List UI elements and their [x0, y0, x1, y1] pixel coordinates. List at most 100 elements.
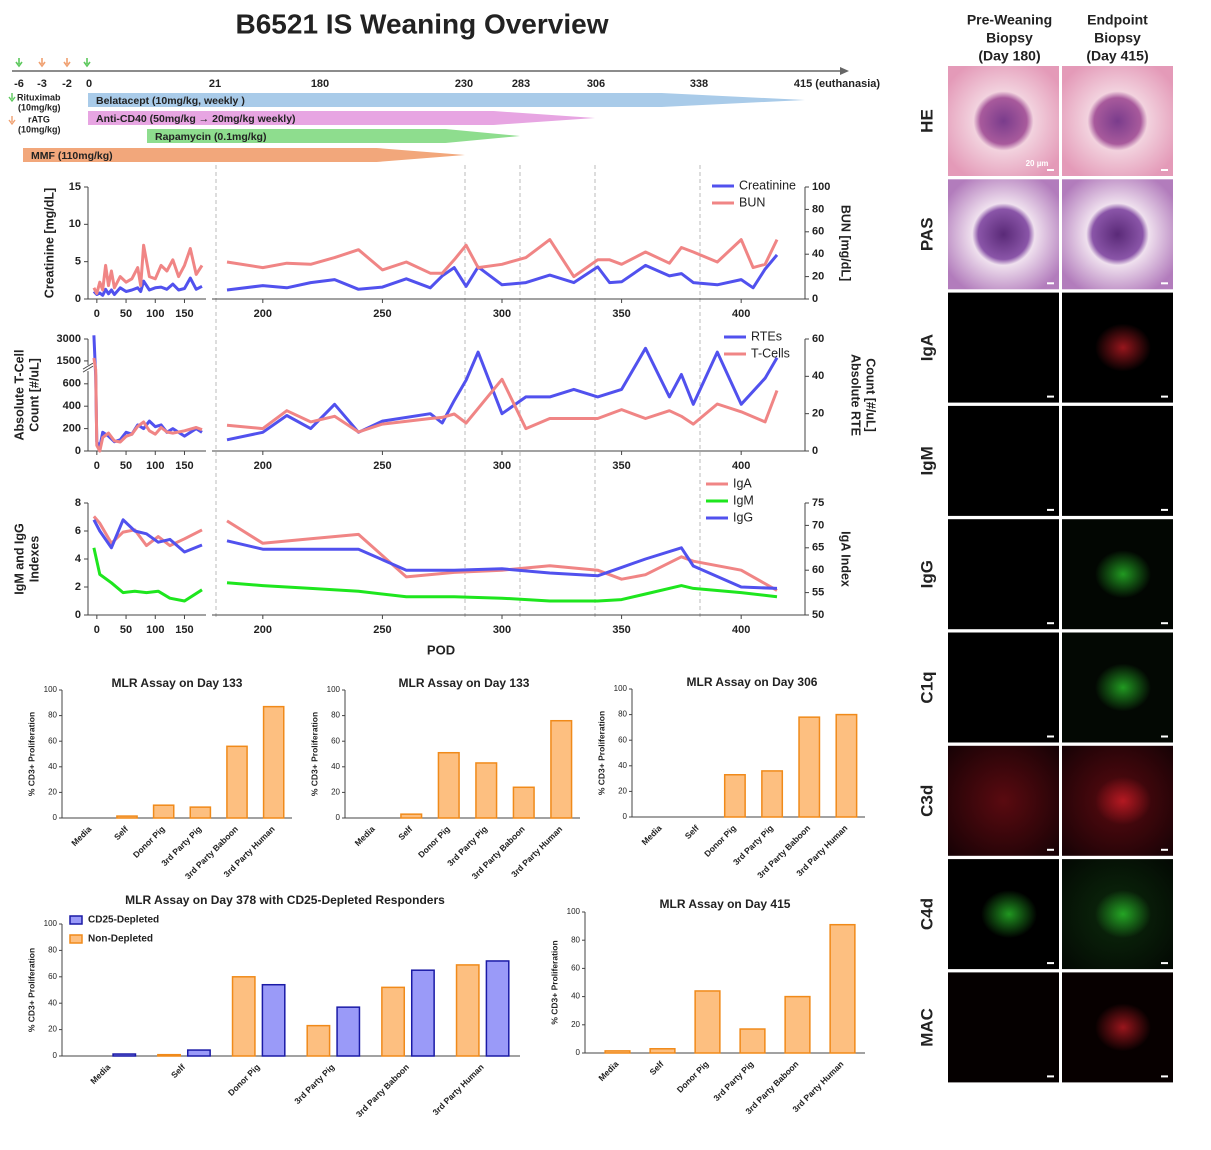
timeline-day-label: 306: [587, 78, 605, 90]
micrograph: [1062, 179, 1173, 290]
x-tick-label: 200: [254, 624, 272, 636]
y-tick-label: 20: [571, 1020, 580, 1029]
y-tick-label: 40: [571, 992, 580, 1001]
y-tick-label: 20: [618, 787, 627, 796]
y-tick-label: 60: [48, 972, 57, 981]
note-dose: (10mg/kg): [18, 102, 61, 112]
bar: [475, 762, 498, 819]
y2-tick-label: 50: [812, 609, 824, 621]
bar: [152, 804, 175, 819]
note-arrow: [8, 93, 16, 103]
legend-swatch: [69, 915, 83, 925]
y2-tick-label: 75: [812, 497, 824, 509]
timeline-day-label: 180: [311, 78, 329, 90]
x-tick-label: 150: [175, 460, 193, 472]
x-tick-label: 0: [94, 308, 100, 320]
bar: [723, 774, 746, 818]
chart-title: MLR Assay on Day 133: [112, 676, 243, 690]
legend-label: Creatinine: [739, 178, 796, 192]
data-line: [226, 377, 779, 434]
y-tick-label: 2: [75, 581, 81, 593]
x-axis-title: POD: [427, 642, 455, 657]
y2-tick-label: 55: [812, 587, 824, 599]
x-tick-label: 250: [373, 308, 391, 320]
y-tick-label: 80: [571, 935, 580, 944]
scale-bar: [1161, 735, 1168, 738]
micrograph: [948, 179, 1059, 290]
data-line: [226, 519, 778, 592]
y-tick-label: 600: [63, 378, 81, 390]
axis-break-gap: [83, 365, 93, 372]
chart-title: MLR Assay on Day 415: [660, 897, 791, 911]
scale-bar: [1047, 169, 1054, 171]
x-tick-label: 100: [146, 308, 164, 320]
x-tick-label: Donor Pig: [131, 824, 167, 860]
y-axis-title: Count [#/uL]: [27, 358, 41, 432]
row-label: C1q: [917, 671, 936, 703]
x-tick-label: 300: [493, 460, 511, 472]
y2-axis-title: Absolute RTE: [849, 354, 863, 436]
scale-bar: [1047, 1075, 1054, 1078]
scale-bar: [1161, 508, 1168, 511]
data-line: [226, 238, 779, 279]
scale-bar: [1047, 622, 1054, 625]
x-tick-label: 3rd Party Human: [430, 1062, 485, 1117]
x-tick-label: 50: [120, 308, 132, 320]
scale-bar-label: 20 µm: [1026, 159, 1049, 168]
x-tick-label: 350: [612, 624, 630, 636]
y2-tick-label: 40: [812, 248, 824, 260]
timeline-day-label: 0: [86, 78, 92, 90]
bar: [112, 1053, 137, 1057]
y-tick-label: 100: [44, 919, 58, 928]
timeline-day-label: 338: [690, 78, 708, 90]
y-tick-label: 80: [618, 710, 627, 719]
column-header: (Day 415): [1086, 48, 1148, 64]
y-tick-label: 0: [336, 813, 341, 822]
bar: [226, 745, 248, 819]
y-tick-label: 10: [69, 218, 81, 230]
scale-bar: [1161, 848, 1168, 851]
note-dose: (10mg/kg): [18, 124, 61, 134]
y2-tick-label: 40: [812, 370, 824, 382]
bar: [186, 1049, 211, 1057]
y2-tick-label: 60: [812, 333, 824, 345]
micrograph: [948, 66, 1059, 176]
x-tick-label: 0: [94, 460, 100, 472]
y-axis-title: % CD3+ Proliferation: [596, 711, 606, 795]
y-tick-label: 100: [44, 685, 58, 694]
y-axis-title: % CD3+ Proliferation: [26, 712, 36, 796]
y2-axis-title: Count [#/uL]: [864, 358, 878, 432]
row-label: IgG: [917, 560, 936, 588]
bar: [306, 1024, 331, 1057]
bar: [189, 806, 212, 819]
row-label: MAC: [917, 1008, 936, 1047]
stain-signal: [1095, 663, 1152, 712]
scale-bar: [1047, 508, 1054, 511]
drug-bar: [23, 148, 465, 162]
scale-bar: [1047, 395, 1054, 398]
bar: [798, 716, 821, 818]
x-tick-label: 350: [612, 460, 630, 472]
scale-bar: [1047, 848, 1054, 851]
x-tick-label: Self: [169, 1062, 187, 1080]
timeline-day-label: -6: [14, 78, 24, 90]
bar: [829, 923, 856, 1054]
x-tick-label: 350: [612, 308, 630, 320]
row-label: HE: [917, 109, 936, 133]
y-axis-title: IgM and IgG: [12, 523, 26, 595]
x-tick-label: 400: [732, 624, 750, 636]
dose-arrow: [63, 58, 71, 68]
y-axis-title: % CD3+ Proliferation: [309, 712, 319, 796]
x-tick-label: 3rd Party Pig: [292, 1062, 336, 1106]
y-tick-label: 40: [48, 762, 57, 771]
legend-label: BUN: [739, 195, 765, 209]
legend-label: Non-Depleted: [88, 934, 153, 945]
bar: [485, 960, 510, 1057]
scale-bar: [1161, 282, 1168, 285]
y2-axis-title: IgA Index: [839, 531, 853, 587]
x-tick-label: Media: [88, 1062, 112, 1086]
y-tick-label: 60: [48, 736, 57, 745]
bar: [761, 770, 784, 818]
y2-tick-label: 0: [812, 445, 818, 457]
scale-bar: [1161, 622, 1168, 625]
